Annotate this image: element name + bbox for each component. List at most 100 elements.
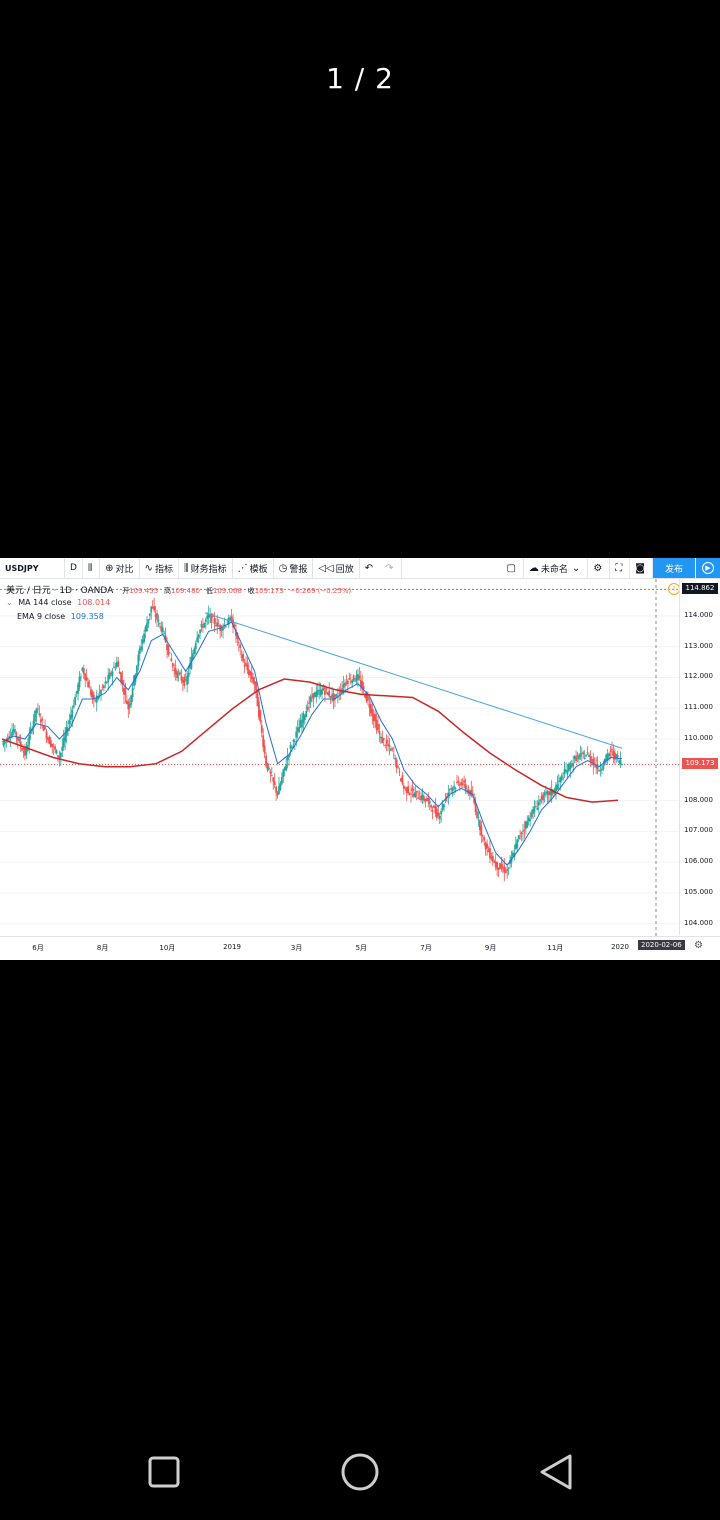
candle-body xyxy=(15,732,18,738)
fullscreen-button[interactable]: ⛶ xyxy=(610,558,631,578)
ma-value: 108.014 xyxy=(77,598,111,607)
redo-button[interactable]: ↷ xyxy=(380,558,402,578)
candle-body xyxy=(57,755,59,757)
candle-body xyxy=(51,743,54,747)
price-tick-label: 113.000 xyxy=(684,641,713,650)
candle-body xyxy=(174,667,177,675)
candle-body xyxy=(580,752,583,754)
chart-toolbar: USDJPY D ⫴ ⊕ 对比 ∿ 指标 ⫼ 财务指标 ⋰ 模板 ◷ 警报 ◁◁ 回放 ↶ … xyxy=(0,558,720,579)
candle-body xyxy=(69,714,72,720)
candle-body xyxy=(339,690,342,693)
layout-name-button[interactable]: ☁ 未命名 ⌄ xyxy=(524,558,589,578)
candle-body xyxy=(12,729,15,733)
ma-legend[interactable]: ⌄ MA 144 close 108.014 xyxy=(6,598,110,607)
candle-body xyxy=(272,777,275,782)
change-value: −0.269 (−0.25%) xyxy=(289,587,352,595)
candle-body xyxy=(349,681,352,683)
replay-button[interactable]: ◁◁ 回放 xyxy=(313,558,360,578)
recents-button[interactable] xyxy=(148,1456,180,1488)
ema-legend[interactable]: EMA 9 close 109.358 xyxy=(6,612,104,621)
candle-body xyxy=(194,643,197,650)
play-button[interactable]: ▶ xyxy=(696,558,720,578)
candle-body xyxy=(54,746,57,750)
candle-body xyxy=(583,757,586,760)
candle-body xyxy=(173,669,176,671)
candle-body xyxy=(374,714,377,722)
legend-title: 美元 / 日元 · 1D · OANDA xyxy=(6,586,114,596)
chart-type-button[interactable]: ⫴ xyxy=(83,558,101,578)
candle-body xyxy=(105,681,108,683)
candle-body xyxy=(224,626,227,628)
candle-body xyxy=(608,753,610,757)
symbol-search[interactable]: USDJPY xyxy=(0,558,65,578)
candle-body xyxy=(169,652,171,654)
candle-body xyxy=(324,690,326,695)
compare-button[interactable]: ⊕ 对比 xyxy=(100,558,140,578)
financials-button[interactable]: ⫼ 财务指标 xyxy=(179,558,233,578)
candle-body xyxy=(90,689,92,696)
candle-body xyxy=(575,756,577,761)
candle-body xyxy=(358,675,361,679)
alert-button[interactable]: ◷ 警报 xyxy=(274,558,314,578)
interval-button[interactable]: D xyxy=(65,558,83,578)
candle-body xyxy=(550,788,553,796)
candle-body xyxy=(289,745,292,749)
candle-body xyxy=(379,736,382,739)
candle-body xyxy=(148,613,151,616)
candle-body xyxy=(102,685,105,688)
candle-body xyxy=(346,680,349,684)
candle-body xyxy=(595,764,598,768)
axis-settings-icon[interactable]: ⚙ xyxy=(694,940,703,951)
candle-body xyxy=(331,694,333,698)
candle-body xyxy=(189,663,191,669)
time-tick-label: 3月 xyxy=(290,944,303,952)
chevron-down-icon: ⌄ xyxy=(571,562,581,574)
candle-body xyxy=(167,645,170,656)
candle-body xyxy=(618,760,621,763)
candle-body xyxy=(322,687,325,691)
candle-body xyxy=(123,687,125,695)
snapshot-button[interactable]: ◙ xyxy=(630,558,653,578)
candle-body xyxy=(125,700,128,704)
candle-body xyxy=(303,715,306,721)
candle-body xyxy=(292,740,295,742)
candle-body xyxy=(237,642,240,644)
candle-body xyxy=(569,763,572,770)
candle-body xyxy=(250,672,253,679)
candle-body xyxy=(588,754,590,757)
candle-body xyxy=(306,706,309,710)
candle-body xyxy=(42,726,45,732)
collapse-icon[interactable]: ⌄ xyxy=(6,598,13,607)
candle-body xyxy=(21,747,23,751)
candle-body xyxy=(361,680,364,690)
indicators-button[interactable]: ∿ 指标 xyxy=(140,558,179,578)
back-button[interactable] xyxy=(540,1454,572,1490)
candle-body xyxy=(104,681,107,684)
candle-body xyxy=(214,625,217,626)
publish-button[interactable]: 发布 xyxy=(652,558,695,578)
candle-body xyxy=(130,695,133,705)
candle-body xyxy=(87,681,90,688)
undo-button[interactable]: ↶ xyxy=(360,558,380,578)
candle-body xyxy=(447,792,450,796)
redo-icon: ↷ xyxy=(385,562,394,574)
candle-body xyxy=(579,753,582,757)
templates-button[interactable]: ⋰ 模板 xyxy=(233,558,274,578)
compare-label: 对比 xyxy=(115,564,134,575)
candle-body xyxy=(275,786,278,793)
home-button[interactable] xyxy=(341,1453,379,1491)
time-tick-label: 11月 xyxy=(547,944,564,952)
price-tick-label: 106.000 xyxy=(684,857,713,866)
candle-body xyxy=(319,689,322,696)
price-axis[interactable]: 114.862 109.173 114.000 113.000 112.000 111… xyxy=(679,579,720,935)
candle-body xyxy=(18,739,21,742)
candle-body xyxy=(191,653,194,660)
time-axis[interactable]: 2020-02-06 ⚙ 6月 8月 10月 2019 3月 5月 7月 9月 11月 2020 xyxy=(0,936,720,960)
candle-body xyxy=(454,787,457,789)
candle-body xyxy=(25,746,28,755)
layout-toggle-button[interactable]: ▢ xyxy=(501,558,524,578)
candle-body xyxy=(58,755,61,759)
settings-button[interactable]: ⚙ xyxy=(588,558,611,578)
candle-body xyxy=(348,678,351,680)
price-plot[interactable] xyxy=(0,558,679,936)
